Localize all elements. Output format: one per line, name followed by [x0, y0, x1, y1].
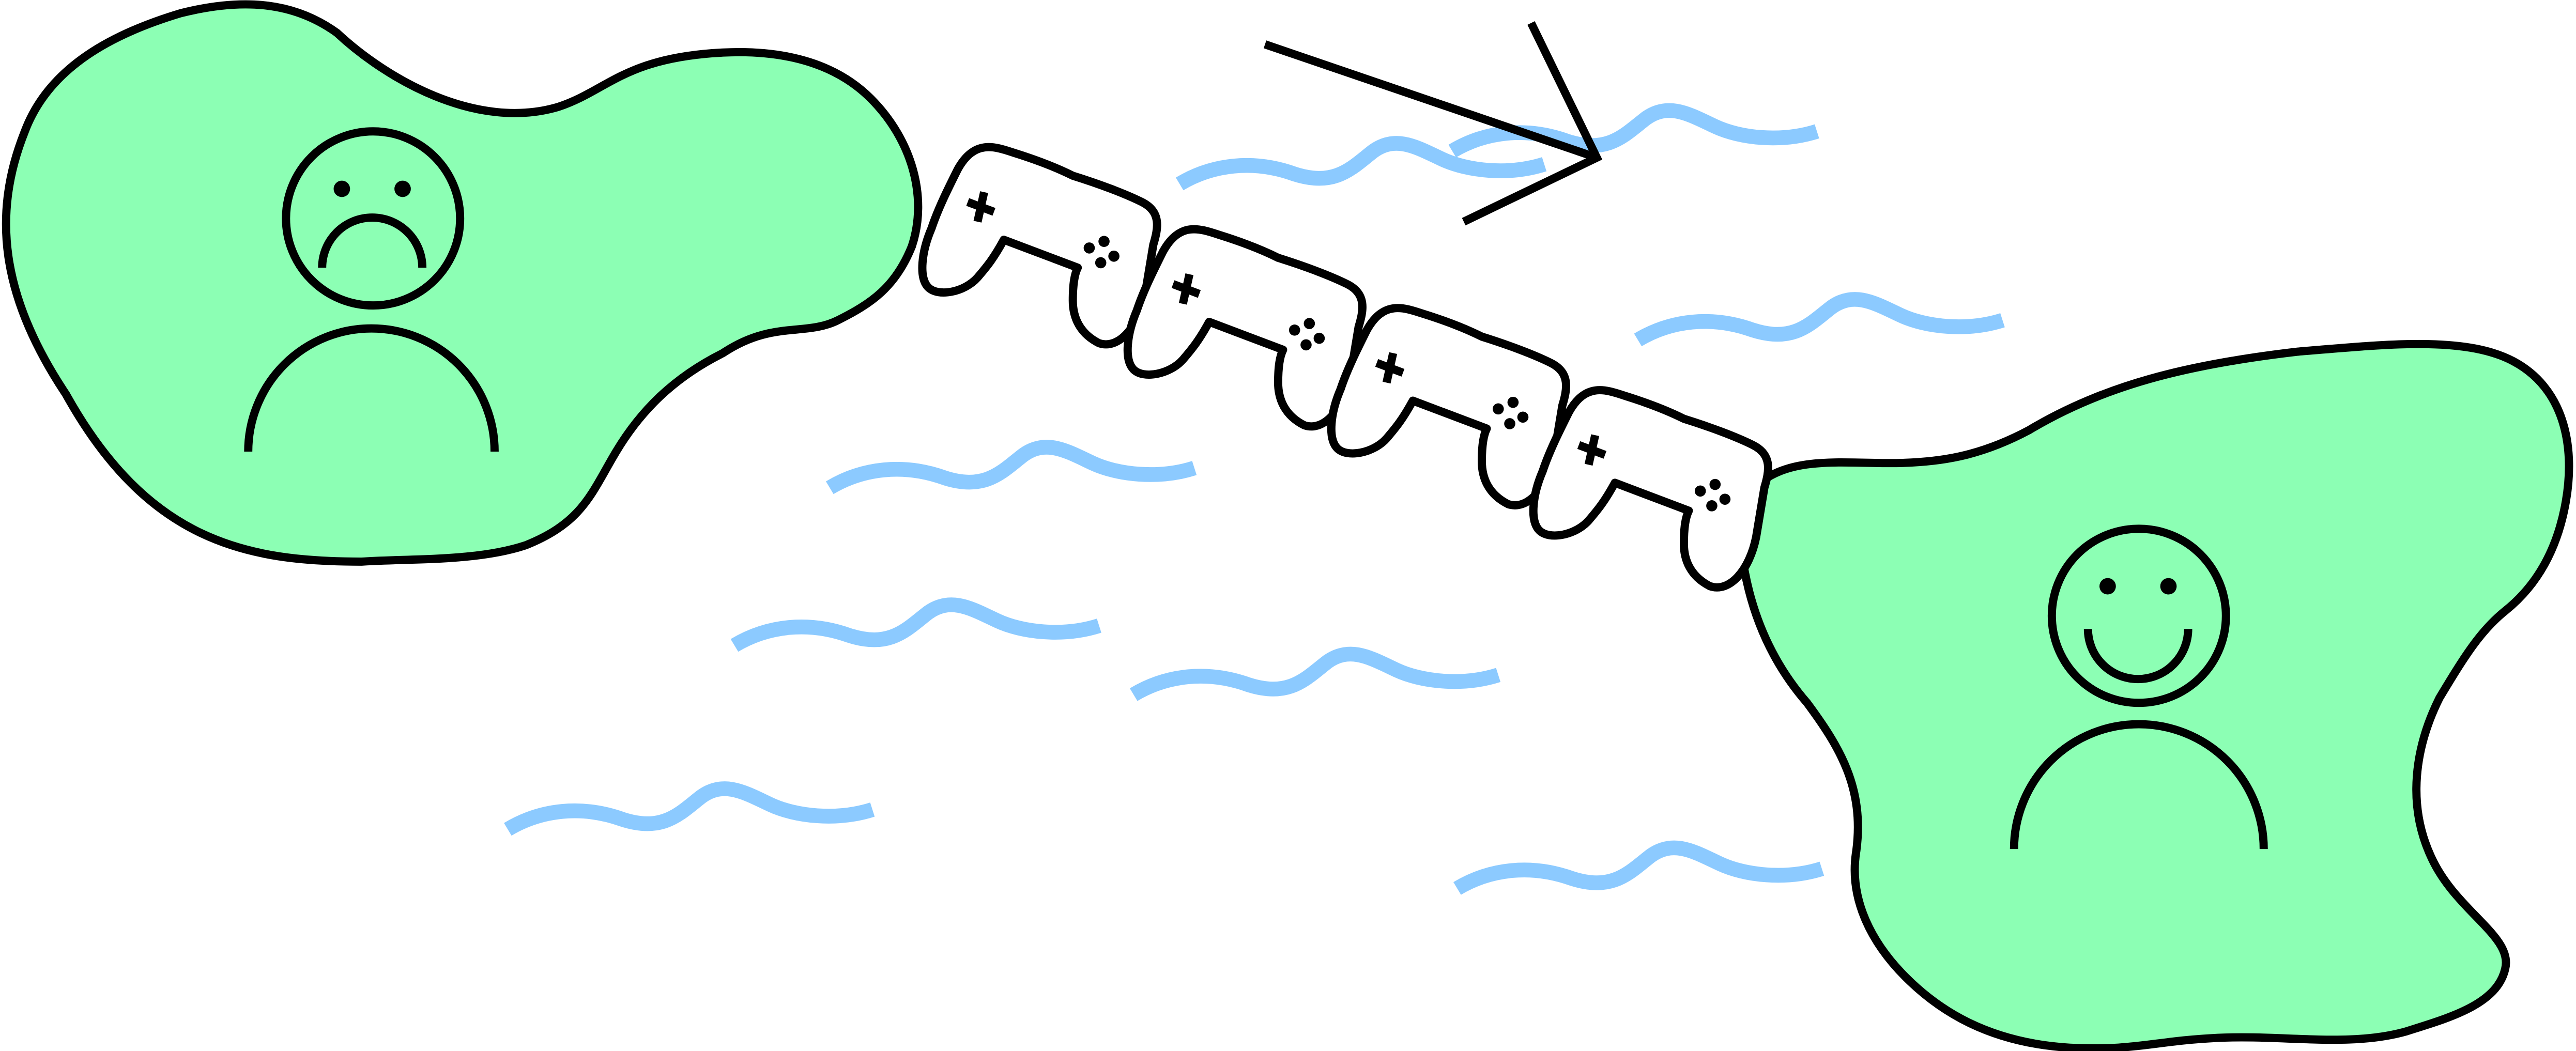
wave-icon [730, 597, 1101, 652]
happy-face-left-eye [2099, 578, 2116, 595]
wave-icon [1175, 136, 1547, 191]
wave-icon [1129, 646, 1501, 701]
sad-person-body [244, 324, 499, 452]
game-controller-icon [1534, 390, 1768, 588]
game-controller-icon [1331, 308, 1566, 505]
happy-face-right-eye [2160, 578, 2177, 595]
sad-face-circle [282, 127, 465, 310]
happy-person-icon [2010, 524, 2268, 849]
game-controller-icon [922, 147, 1157, 345]
happy-face-circle [2047, 524, 2230, 707]
right-island-shape [1737, 339, 2573, 1051]
wave-icon [1453, 840, 1824, 895]
water-waves [504, 103, 2005, 895]
game-controller-icon [1128, 229, 1362, 427]
controller-bridge [922, 147, 1768, 588]
sad-person-icon [244, 127, 499, 452]
wave-icon [1634, 292, 2005, 347]
sad-face-frown [318, 213, 427, 268]
happy-face-smile [2083, 629, 2192, 684]
sad-face-left-eye [333, 180, 350, 197]
arrow-line [1263, 40, 1599, 162]
left-island [2, 0, 923, 566]
sad-face-right-eye [394, 180, 411, 197]
left-island-shape [2, 0, 923, 566]
arrow-head [1462, 21, 1603, 226]
happy-person-body [2010, 720, 2268, 849]
arrow-right-icon [1263, 21, 1603, 226]
wave-icon [504, 781, 875, 836]
wave-icon [825, 440, 1197, 494]
right-island [1737, 339, 2573, 1051]
